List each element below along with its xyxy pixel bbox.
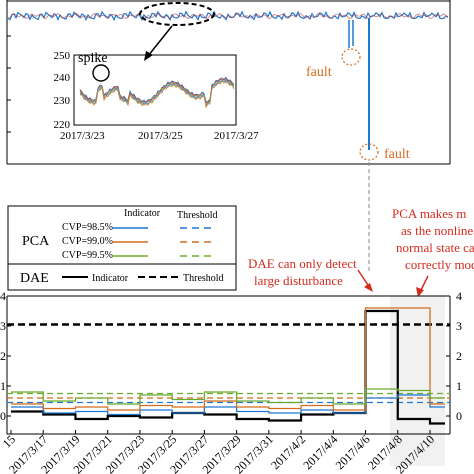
legend-box [7, 205, 237, 291]
indicator-line [11, 388, 445, 405]
legend-dae-threshold-label: Threshold [183, 273, 224, 284]
legend-cvp-label: CVP=99.0% [62, 236, 113, 247]
threshold-lines [7, 323, 450, 404]
inset-xtick-label: 2017/3/23 [60, 130, 105, 142]
right-ytick-label: 3 [456, 319, 462, 333]
left-y-ticks: 4 3 2 1 0 [0, 289, 11, 423]
inset-ytick-label: 250 [54, 50, 71, 62]
left-ytick-label: 3 [0, 319, 6, 333]
right-ytick-label: 0 [456, 409, 462, 423]
inset-chart: 250 240 230 220 2017/3/23 2017/3/25 2017… [54, 50, 260, 142]
dae-callout-line1: DAE can only detect [248, 256, 357, 271]
fault-circle-lower [359, 143, 379, 161]
bottom-panel: 4 3 2 1 0 4 3 2 1 0 152017/3/172017/3/192017/3/2… [0, 289, 462, 474]
top-signal-line [7, 10, 449, 22]
dae-callout-arrowhead [364, 283, 373, 292]
indicator-line [11, 394, 445, 416]
legend-pca-label: PCA [22, 234, 50, 249]
legend-cvp-label: CVP=99.5% [62, 250, 113, 261]
xtick-label: 2017/4/4 [300, 432, 340, 472]
left-ytick-label: 1 [0, 379, 6, 393]
inset-frame [73, 54, 237, 126]
inset-xtick-label: 2017/3/25 [138, 130, 183, 142]
left-ytick-label: 0 [0, 409, 6, 423]
top-signal-line [7, 12, 449, 20]
spike-circle [92, 64, 110, 82]
legend-col-threshold: Threshold [177, 210, 218, 221]
pca-callout-arrowhead [416, 287, 424, 297]
spike-label: spike [78, 51, 108, 66]
right-y-ticks: 4 3 2 1 0 [446, 289, 462, 423]
legend: Indicator Threshold PCA CVP=98.5% CVP=99… [7, 205, 237, 291]
inset-ytick-label: 220 [54, 119, 71, 131]
inset-line [80, 80, 235, 109]
pca-callout-line4: correctly mod [405, 257, 474, 272]
dae-callout-line2: large disturbance [254, 273, 343, 288]
highlight-ellipse [139, 2, 215, 26]
legend-dae-label: DAE [20, 271, 49, 286]
inset-ytick-label: 230 [54, 95, 71, 107]
fault-label-lower: fault [384, 147, 410, 162]
right-ytick-label: 4 [456, 289, 462, 303]
legend-col-indicator: Indicator [124, 208, 161, 219]
inset-ytick-label: 240 [54, 72, 71, 84]
xtick-label: 2017/4/2 [268, 432, 308, 472]
xtick-label: 2017/4/6 [333, 432, 373, 472]
xtick-label: 15 [0, 432, 18, 450]
top-panel: fault fault 250 240 230 220 2017/3/23 20… [6, 0, 451, 165]
highlight-arrowhead [144, 51, 153, 61]
fault-circle-upper [341, 48, 361, 66]
highlight-arrow [147, 25, 173, 57]
right-ytick-label: 2 [456, 349, 462, 363]
x-tick-labels: 152017/3/172017/3/192017/3/212017/3/2320… [0, 430, 437, 474]
left-ytick-label: 4 [0, 289, 6, 303]
pca-callout-line3: normal state ca [396, 240, 474, 255]
left-ytick-label: 2 [0, 349, 6, 363]
legend-dae-indicator-label: Indicator [92, 273, 129, 284]
indicator-line [11, 309, 445, 425]
legend-cvp-label: CVP=98.5% [62, 222, 113, 233]
fault-label-upper: fault [306, 65, 332, 80]
pca-callout-line1: PCA makes m [392, 206, 466, 221]
right-ytick-label: 1 [456, 379, 462, 393]
indicator-lines [11, 307, 445, 425]
top-signal-series [7, 10, 449, 22]
pca-callout-line2: as the nonlinea [401, 223, 474, 238]
inset-series [79, 76, 235, 109]
inset-xtick-label: 2017/3/27 [214, 130, 259, 142]
